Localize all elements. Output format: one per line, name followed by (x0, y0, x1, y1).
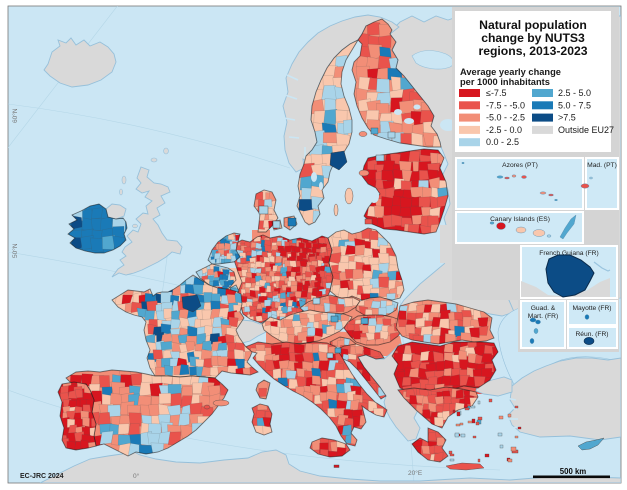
svg-text:5.0 - 7.5: 5.0 - 7.5 (558, 100, 591, 110)
svg-text:Azores (PT): Azores (PT) (502, 162, 538, 169)
svg-text:Mart. (FR): Mart. (FR) (528, 313, 558, 320)
svg-text:Average yearly change: Average yearly change (460, 67, 561, 77)
svg-text:20°E: 20°E (408, 469, 423, 477)
svg-text:Guad. &: Guad. & (531, 305, 556, 312)
svg-text:Canary Islands (ES): Canary Islands (ES) (490, 216, 550, 223)
svg-text:Mayotte (FR): Mayotte (FR) (572, 305, 611, 312)
svg-text:-5.0 - -2.5: -5.0 - -2.5 (486, 113, 525, 123)
svg-text:≤-7.5: ≤-7.5 (486, 88, 506, 98)
svg-text:>7.5: >7.5 (558, 113, 576, 123)
svg-text:Réun. (FR): Réun. (FR) (575, 331, 608, 338)
svg-text:50°N: 50°N (11, 243, 19, 258)
svg-text:-7.5 - -5.0: -7.5 - -5.0 (486, 100, 525, 110)
svg-text:French Guiana (FR): French Guiana (FR) (539, 250, 598, 257)
svg-text:0°: 0° (133, 472, 140, 480)
svg-text:Natural population: Natural population (479, 18, 587, 32)
svg-text:0.0 - 2.5: 0.0 - 2.5 (486, 137, 519, 147)
svg-text:EC-JRC 2024: EC-JRC 2024 (20, 473, 64, 480)
svg-text:-2.5 - 0.0: -2.5 - 0.0 (486, 125, 522, 135)
svg-text:Outside EU27: Outside EU27 (558, 125, 614, 135)
svg-text:500 km: 500 km (560, 467, 587, 476)
svg-text:60°N: 60°N (11, 108, 19, 123)
svg-text:per 1000 inhabitants: per 1000 inhabitants (460, 77, 550, 87)
svg-text:change by NUTS3: change by NUTS3 (481, 31, 585, 45)
svg-text:2.5 - 5.0: 2.5 - 5.0 (558, 88, 591, 98)
svg-text:Mad. (PT): Mad. (PT) (587, 162, 617, 169)
svg-text:regions, 2013-2023: regions, 2013-2023 (478, 44, 587, 58)
